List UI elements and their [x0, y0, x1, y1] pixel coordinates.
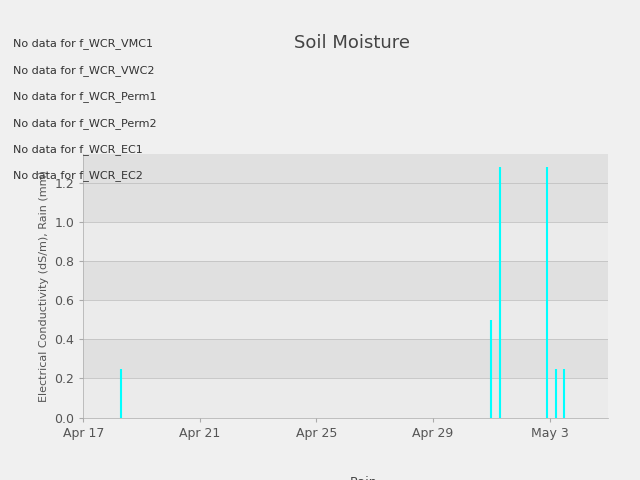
Text: No data for f_WCR_VMC1: No data for f_WCR_VMC1 — [13, 38, 153, 49]
Text: No data for f_WCR_VWC2: No data for f_WCR_VWC2 — [13, 65, 154, 76]
Text: No data for f_WCR_EC1: No data for f_WCR_EC1 — [13, 144, 143, 155]
Y-axis label: Electrical Conductivity (dS/m), Rain (mm): Electrical Conductivity (dS/m), Rain (mm… — [38, 169, 49, 402]
Legend: Rain: Rain — [309, 471, 382, 480]
Text: No data for f_WCR_Perm1: No data for f_WCR_Perm1 — [13, 91, 156, 102]
Bar — [83, 379, 608, 418]
Text: No data for f_WCR_EC2: No data for f_WCR_EC2 — [13, 170, 143, 181]
Text: Soil Moisture: Soil Moisture — [294, 34, 410, 51]
Bar — [83, 222, 608, 261]
Bar — [83, 300, 608, 339]
Text: No data for f_WCR_Perm2: No data for f_WCR_Perm2 — [13, 118, 156, 129]
